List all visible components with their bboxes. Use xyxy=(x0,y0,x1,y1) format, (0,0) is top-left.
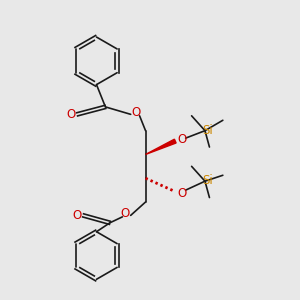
Text: O: O xyxy=(177,133,186,146)
Text: O: O xyxy=(72,209,81,222)
Text: O: O xyxy=(131,106,141,119)
Text: Si: Si xyxy=(202,174,213,187)
Polygon shape xyxy=(146,139,176,154)
Text: O: O xyxy=(120,207,129,220)
Text: O: O xyxy=(177,187,186,200)
Text: O: O xyxy=(66,108,75,121)
Text: Si: Si xyxy=(202,124,213,136)
